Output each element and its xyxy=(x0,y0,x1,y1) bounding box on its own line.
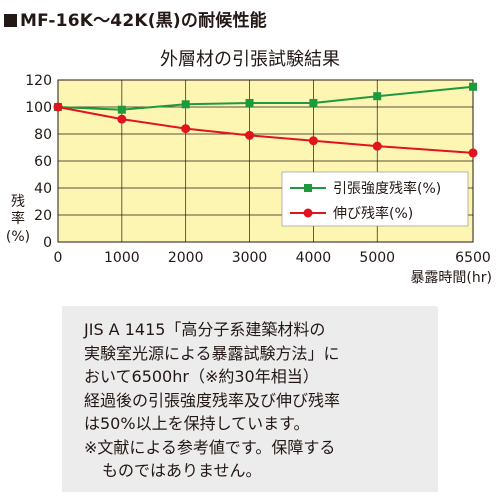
note-line: 実験室光源による暴露試験方法」に xyxy=(84,343,340,363)
page-header: MF-16K～42K(黒)の耐候性能 xyxy=(4,6,267,31)
data-point xyxy=(181,124,191,134)
header-title: MF-16K～42K(黒)の耐候性能 xyxy=(20,11,267,31)
legend: 引張強度残率(%) 伸び残率(%) xyxy=(281,171,469,227)
data-point xyxy=(469,82,477,91)
data-point xyxy=(372,141,382,151)
data-point xyxy=(309,98,318,107)
note-line: は50%以上を保持しています。 xyxy=(84,414,310,433)
x-tick-label: 5000 xyxy=(359,250,395,266)
x-axis-label: 暴露時間(hr) xyxy=(410,270,492,286)
y-axis-label-line-2: 率 xyxy=(11,210,25,227)
note-box: JIS A 1415「高分子系建築材料の 実験室光源による暴露試験方法」に おい… xyxy=(62,306,438,492)
tensile-test-chart: 0 20 40 60 80 100 120 0 1000 2000 3000 4000 5000 6500… xyxy=(6,73,492,286)
data-point xyxy=(53,102,63,112)
y-axis-label-line-3: (%) xyxy=(6,229,30,245)
data-point xyxy=(308,136,318,146)
y-tick-label: 100 xyxy=(25,100,52,116)
grid-lines xyxy=(58,80,473,242)
y-tick-label: 60 xyxy=(34,154,52,170)
legend-label: 引張強度残率(%) xyxy=(333,180,441,197)
data-point xyxy=(181,100,190,109)
x-tick-label: 3000 xyxy=(232,250,268,266)
y-tick-label: 80 xyxy=(34,127,52,143)
data-point xyxy=(373,92,382,101)
legend-marker xyxy=(304,184,312,192)
data-point xyxy=(245,98,254,107)
data-point xyxy=(117,114,127,124)
note-line: ものではありません。 xyxy=(102,461,262,480)
y-tick-label: 40 xyxy=(34,181,52,197)
y-axis-label-line-1: 残 xyxy=(11,194,25,210)
x-tick-label: 1000 xyxy=(104,250,140,266)
note-line: おいて6500hr（※約30年相当） xyxy=(84,367,319,386)
axis-ticks: 0 20 40 60 80 100 120 0 1000 2000 3000 4000 5000 6500 xyxy=(25,73,491,266)
data-point xyxy=(245,130,255,140)
chart-title: 外層材の引張試験結果 xyxy=(160,49,340,70)
square-bullet-icon xyxy=(4,14,17,27)
x-tick-label: 4000 xyxy=(296,250,332,266)
data-point xyxy=(117,105,126,114)
note-line: JIS A 1415「高分子系建築材料の xyxy=(84,320,326,339)
legend-box xyxy=(281,171,469,227)
note-line: ※文献による参考値です。保障する xyxy=(84,437,336,457)
y-tick-label: 20 xyxy=(34,208,52,224)
y-tick-label: 120 xyxy=(25,73,52,89)
series-2 xyxy=(53,102,478,158)
x-tick-label: 6500 xyxy=(455,250,491,266)
series-layer xyxy=(53,82,478,158)
y-tick-label: 0 xyxy=(43,235,52,251)
x-tick-label: 0 xyxy=(54,250,63,266)
x-tick-label: 2000 xyxy=(168,250,204,266)
legend-marker xyxy=(303,208,313,218)
data-point xyxy=(468,148,478,158)
legend-label: 伸び残率(%) xyxy=(333,205,413,222)
note-line: 経過後の引張強度残率及び伸び残率 xyxy=(84,390,341,410)
